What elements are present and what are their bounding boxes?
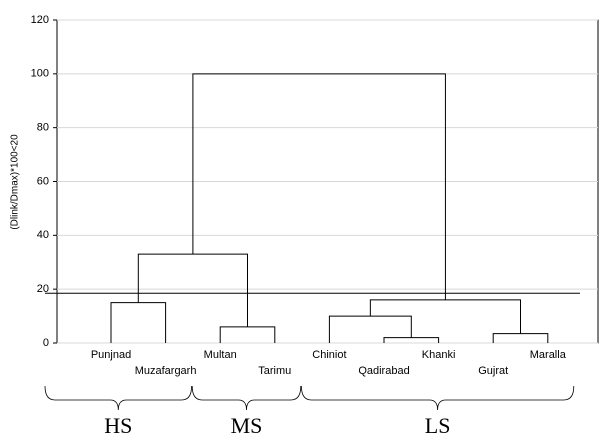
leaf-label: Muzafargarh bbox=[135, 365, 197, 377]
leaf-label: Punjnad bbox=[91, 349, 131, 361]
y-axis-label: (Dlink/Dmax)*100<20 bbox=[10, 134, 21, 230]
leaf-label: Chiniot bbox=[312, 349, 346, 361]
y-tick-label: 0 bbox=[43, 337, 49, 349]
dendrogram-link bbox=[137, 253, 248, 327]
dendrogram-link bbox=[219, 326, 276, 343]
leaf-label: Qadirabad bbox=[358, 365, 409, 377]
y-tick-label: 40 bbox=[37, 229, 49, 241]
leaf-label: Gujrat bbox=[478, 365, 508, 377]
group-label: HS bbox=[104, 413, 132, 438]
group-brace bbox=[191, 385, 302, 411]
leaf-label: Multan bbox=[204, 349, 237, 361]
dendrogram-link bbox=[383, 337, 440, 343]
y-tick-label: 20 bbox=[37, 283, 49, 295]
group-brace bbox=[301, 385, 575, 411]
dendrogram-link bbox=[110, 302, 167, 343]
dendrogram-link bbox=[492, 333, 549, 343]
y-tick-label: 60 bbox=[37, 175, 49, 187]
y-tick-label: 80 bbox=[37, 122, 49, 134]
group-label: MS bbox=[231, 413, 263, 438]
group-brace bbox=[44, 385, 192, 411]
leaf-label: Maralla bbox=[530, 349, 567, 361]
group-label: LS bbox=[425, 413, 451, 438]
dendrogram-link bbox=[369, 299, 521, 334]
dendrogram-link bbox=[192, 73, 446, 300]
dendrogram-link bbox=[328, 315, 412, 343]
y-tick-label: 120 bbox=[31, 14, 49, 26]
leaf-label: Khanki bbox=[422, 349, 456, 361]
leaf-label: Tarimu bbox=[258, 365, 291, 377]
y-tick-label: 100 bbox=[31, 68, 49, 80]
